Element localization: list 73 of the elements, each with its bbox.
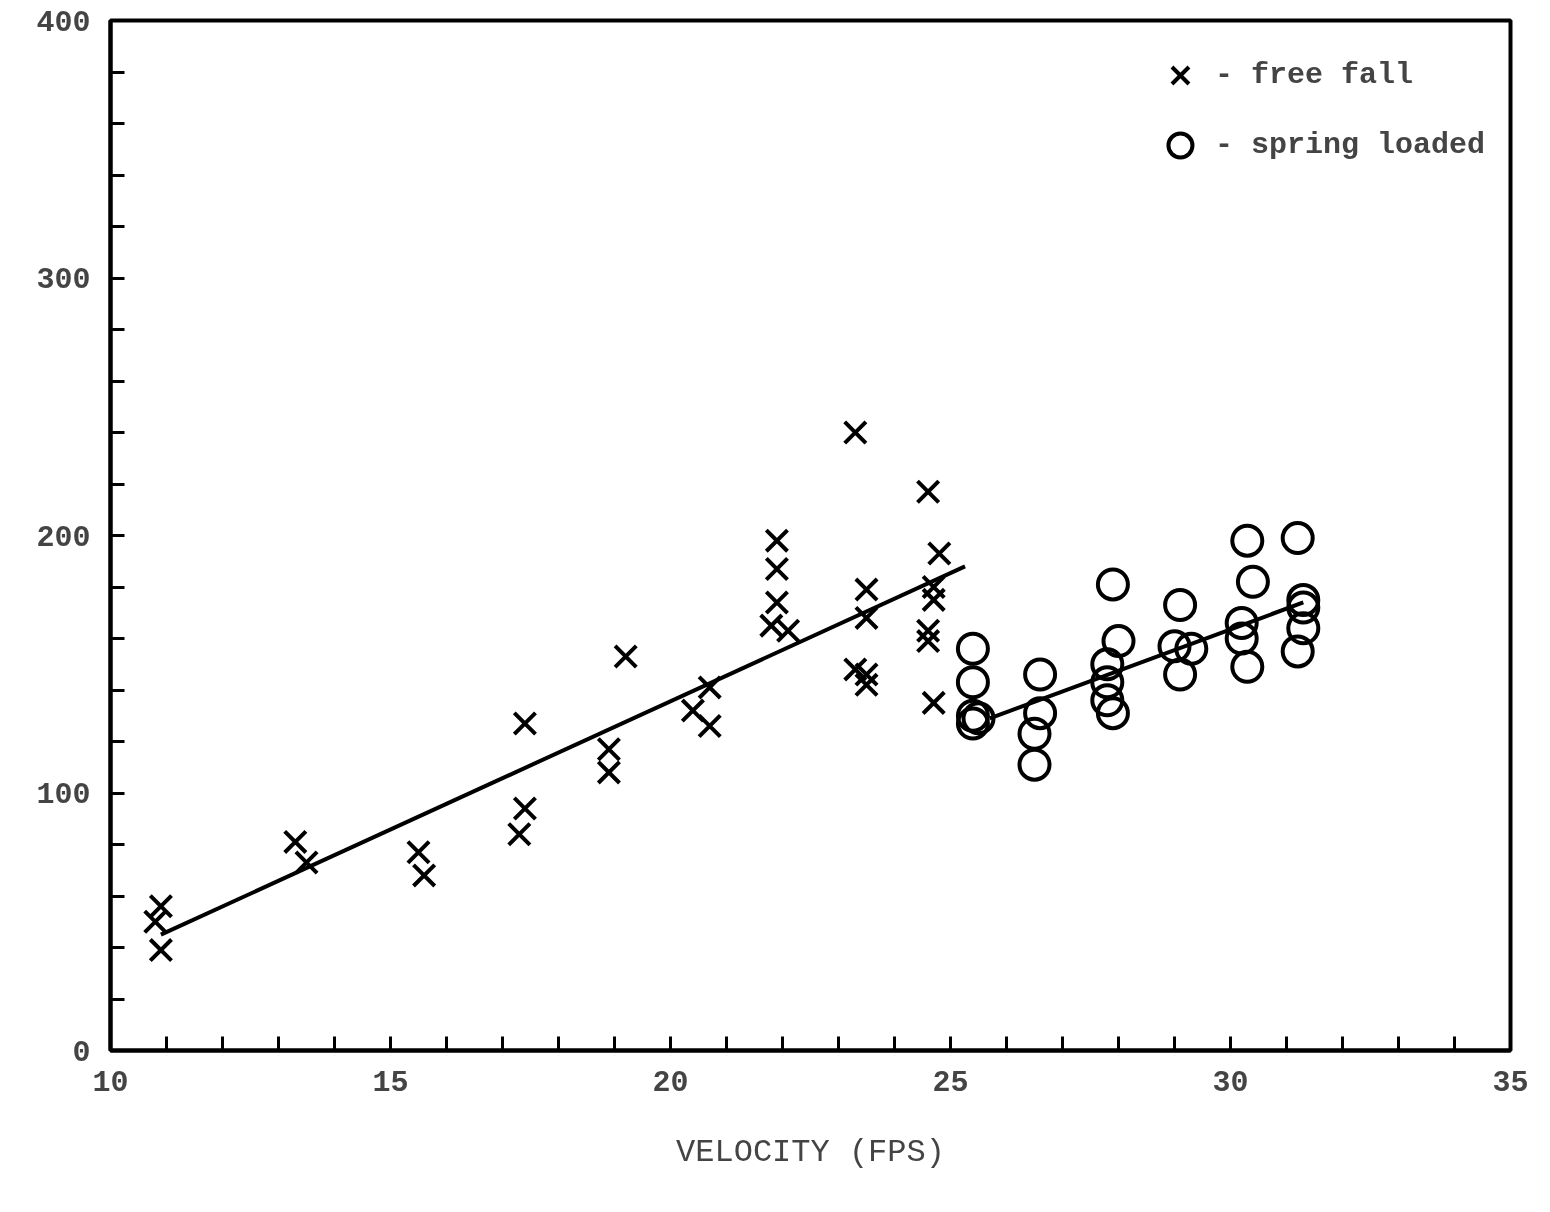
point [1286, 611, 1321, 646]
point [853, 605, 880, 631]
point [764, 556, 790, 582]
point [411, 862, 437, 889]
point [921, 690, 947, 716]
point [853, 661, 880, 688]
point [1286, 582, 1321, 617]
point [596, 736, 622, 762]
point [293, 849, 320, 876]
point [955, 665, 990, 700]
legend-label: - free fall [1214, 58, 1413, 92]
point [764, 528, 790, 554]
point [764, 589, 790, 616]
point [680, 697, 706, 724]
point [512, 710, 538, 737]
point [148, 937, 174, 963]
point [1286, 590, 1321, 625]
point [921, 587, 947, 613]
x-axis-title: VELOCITY (FPS) [676, 1133, 945, 1171]
legend-label: - spring loaded [1214, 128, 1485, 162]
point [1095, 567, 1130, 602]
point [1174, 631, 1209, 666]
point [955, 631, 990, 666]
point [758, 613, 784, 639]
point [1101, 624, 1136, 659]
point [915, 479, 941, 505]
point [1230, 523, 1265, 558]
point [926, 540, 952, 567]
point [853, 576, 880, 603]
x-tick-label: 15 [372, 1065, 409, 1100]
point [1163, 657, 1198, 692]
x-tick-label: 20 [652, 1065, 689, 1100]
point [697, 713, 723, 739]
point [1095, 696, 1130, 731]
y-tick-label: 300 [36, 263, 91, 297]
point [596, 759, 622, 786]
point [148, 893, 174, 919]
y-tick-label: 0 [72, 1035, 91, 1070]
point [1017, 716, 1052, 751]
x-tick-label: 10 [92, 1065, 129, 1100]
point [915, 628, 941, 654]
x-tick-label: 35 [1492, 1065, 1529, 1100]
point [282, 829, 308, 855]
point [1224, 606, 1259, 641]
x-tick-label: 25 [932, 1065, 969, 1100]
y-tick-label: 400 [36, 5, 91, 40]
point [1023, 657, 1058, 692]
point [613, 643, 639, 670]
point [1023, 696, 1058, 731]
point [1090, 647, 1125, 682]
point [915, 618, 941, 644]
point [853, 672, 880, 698]
point [405, 839, 432, 865]
point [1280, 634, 1315, 669]
point [1280, 521, 1315, 556]
point [1017, 747, 1052, 782]
point [1157, 629, 1192, 664]
point [512, 795, 538, 822]
point [1163, 588, 1198, 622]
point [697, 674, 723, 701]
point [842, 656, 868, 683]
point [1235, 564, 1270, 599]
point [775, 618, 801, 644]
x-tick-label: 30 [1212, 1065, 1249, 1100]
point [1224, 621, 1259, 656]
point [842, 419, 868, 446]
point [1230, 649, 1265, 684]
point [1090, 665, 1125, 700]
y-tick-label: 200 [36, 520, 91, 555]
point [921, 574, 947, 600]
y-tick-label: 100 [36, 778, 91, 812]
point [1090, 683, 1125, 718]
point [506, 821, 532, 847]
